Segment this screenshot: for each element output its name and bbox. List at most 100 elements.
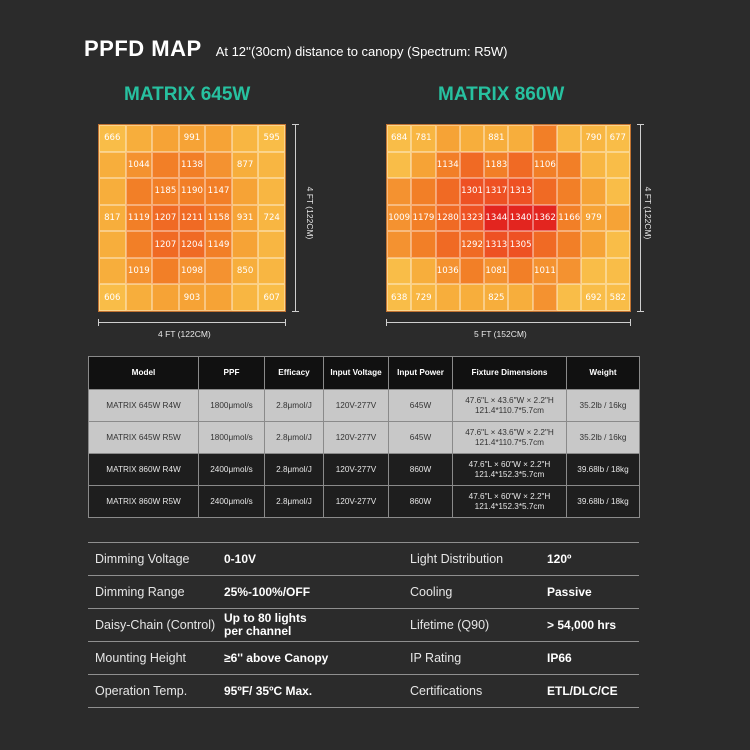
detail-label: Operation Temp. [95,684,188,698]
ppfd-cell: 1119 [125,204,153,232]
ppfd-cell: 931 [231,204,259,232]
ppfd-cell [125,231,153,258]
ppfd-cell [205,284,232,311]
ppfd-cell: 817 [99,204,126,232]
ppfd-cell: 1313 [508,178,533,205]
ppfd-cell [508,125,533,152]
ppfd-cell [411,178,436,205]
ppfd-cell: 677 [605,125,630,152]
detail-label: Light Distribution [410,552,504,566]
spec-cell: MATRIX 645W R5W [88,421,199,454]
detail-value: 25%-100%/OFF [224,584,311,599]
detail-value: IP66 [547,650,572,665]
detail-row: Dimming Range 25%-100%/OFF Cooling Passive [88,576,639,609]
ppfd-cell [459,284,485,311]
ppfd-cell [532,231,558,258]
spec-cell: 1800μmol/s [198,389,265,422]
spec-cell: MATRIX 860W R4W [88,453,199,486]
ppfd-cell [435,178,460,205]
detail-row: Operation Temp. 95ºF/ 35ºC Max. Certificat… [88,675,639,708]
ppfd-cell [99,257,126,285]
spec-header-cell: Efficacy [264,356,324,390]
ppfd-cell: 1166 [557,204,582,232]
height-label-860w: 4 FT (122CM) [643,186,653,240]
spec-header-cell: Weight [566,356,640,390]
ppfd-cell: 1280 [435,204,460,232]
ppfd-cell: 1036 [435,257,460,285]
spec-cell: 645W [388,389,453,422]
detail-label: Lifetime (Q90) [410,618,490,632]
detail-value: 120º [547,551,572,566]
spec-cell: 39.68lb / 18kg [566,485,640,518]
spec-header-cell: PPF [198,356,265,390]
spec-cell: 120V-277V [323,453,389,486]
spec-cell: 47.6"L × 60"W × 2.2"H 121.4*152.3*5.7cm [452,485,567,518]
detail-value: 0-10V [224,551,257,566]
ppfd-cell: 1147 [205,178,232,205]
ppfd-cell [99,178,126,205]
ppfd-cell [581,257,606,285]
ppfd-cell [532,178,558,205]
ppfd-cell [258,257,285,285]
page-title: PPFD MAP [84,36,202,61]
page-subtitle: At 12''(30cm) distance to canopy (Spectr… [215,44,508,59]
spec-cell: 2400μmol/s [198,485,265,518]
ppfd-cell: 692 [581,284,606,311]
ppfd-cell: 1301 [459,178,485,205]
spec-cell: 120V-277V [323,485,389,518]
details-list: Dimming Voltage 0-10V Light Distribution 12… [88,542,639,708]
ppfd-cell [231,284,259,311]
spec-cell: 2.8μmol/J [264,485,324,518]
detail-value: Up to 80 lights per channel [224,611,307,638]
ppfd-cell [435,231,460,258]
spec-header-cell: Input Voltage [323,356,389,390]
ppfd-cell: 1305 [508,231,533,258]
width-label-860w: 5 FT (152CM) [474,329,527,339]
spec-cell: 2.8μmol/J [264,453,324,486]
page-header: PPFD MAP At 12''(30cm) distance to canop… [84,36,507,62]
ppfd-cell: 582 [605,284,630,311]
spec-cell: 860W [388,453,453,486]
detail-value: Passive [547,584,592,599]
ppfd-cell: 1190 [178,178,206,205]
ppfd-cell: 1211 [178,204,206,232]
detail-label: Dimming Voltage [95,552,190,566]
ppfd-cell [581,178,606,205]
ppfd-cell [581,231,606,258]
ppfd-cell: 607 [258,284,285,311]
detail-value: ETL/DLC/CE [547,683,618,698]
spec-cell: 1800μmol/s [198,421,265,454]
ppfd-cell [605,231,630,258]
ppfd-cell [459,151,485,179]
ppfd-cell: 790 [581,125,606,152]
ppfd-cell: 606 [99,284,126,311]
ppfd-cell: 1134 [435,151,460,179]
ppfd-cell [152,125,179,152]
spec-cell: 35.2lb / 16kg [566,389,640,422]
ppfd-cell [411,231,436,258]
ppfd-cell [605,257,630,285]
spec-cell: 120V-277V [323,421,389,454]
width-label-645w: 4 FT (122CM) [158,329,211,339]
ppfd-cell: 638 [387,284,412,311]
height-dimension-line-645w [292,124,299,312]
map-title-860w: MATRIX 860W [438,84,565,105]
ppfd-cell: 1204 [178,231,206,258]
detail-label: Certifications [410,684,483,698]
ppfd-cell [557,178,582,205]
ppfd-cell [205,257,232,285]
ppfd-cell [125,284,153,311]
ppfd-cell [411,257,436,285]
ppfd-cell [125,125,153,152]
table-row: MATRIX 645W R5W 1800μmol/s 2.8μmol/J 120V-2… [88,421,640,454]
ppfd-cell: 1317 [484,178,509,205]
spec-header-cell: Input Power [388,356,453,390]
ppfd-cell: 1106 [532,151,558,179]
ppfd-cell [231,125,259,152]
ppfd-cell: 724 [258,204,285,232]
height-dimension-line-860w [637,124,644,312]
ppfd-cell [605,151,630,179]
ppfd-cell [557,125,582,152]
ppfd-cell: 1019 [125,257,153,285]
spec-cell: MATRIX 645W R4W [88,389,199,422]
